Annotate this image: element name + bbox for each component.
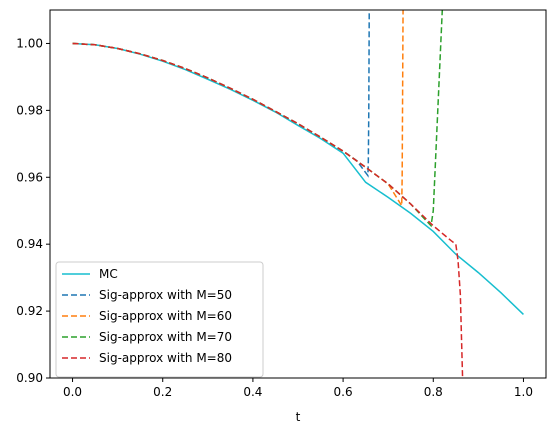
- x-axis: 0.0 0.2 0.4 0.6 0.8 1.0: [63, 378, 533, 399]
- legend-label-0: MC: [99, 267, 118, 281]
- x-tick-label: 0.2: [153, 385, 172, 399]
- x-axis-label: t: [296, 410, 301, 424]
- legend-label-1: Sig-approx with M=50: [99, 288, 232, 302]
- x-tick-label: 0.0: [63, 385, 82, 399]
- series-line-2: [72, 10, 404, 209]
- y-tick-label: 1.00: [16, 36, 43, 50]
- x-tick-label: 0.8: [424, 385, 443, 399]
- series-layer: [72, 10, 524, 378]
- plot-area-frame: [49, 9, 547, 379]
- x-tick-label: 0.4: [243, 385, 262, 399]
- y-tick-label: 0.90: [16, 371, 43, 385]
- y-axis: 0.90 0.92 0.94 0.96 0.98 1.00: [16, 36, 50, 385]
- y-tick-label: 0.94: [16, 237, 43, 251]
- legend: MC Sig-approx with M=50 Sig-approx with M=…: [55, 261, 264, 378]
- y-tick-label: 0.92: [16, 304, 43, 318]
- y-tick-label: 0.96: [16, 170, 43, 184]
- legend-label-4: Sig-approx with M=80: [99, 351, 232, 365]
- x-tick-label: 1.0: [514, 385, 533, 399]
- legend-box: [55, 261, 264, 378]
- series-line-3: [72, 10, 444, 228]
- y-tick-label: 0.98: [16, 103, 43, 117]
- legend-label-3: Sig-approx with M=70: [99, 330, 232, 344]
- series-line-4: [72, 42, 464, 378]
- x-tick-label: 0.6: [334, 385, 353, 399]
- series-line-1: [72, 10, 370, 178]
- legend-label-2: Sig-approx with M=60: [99, 309, 232, 323]
